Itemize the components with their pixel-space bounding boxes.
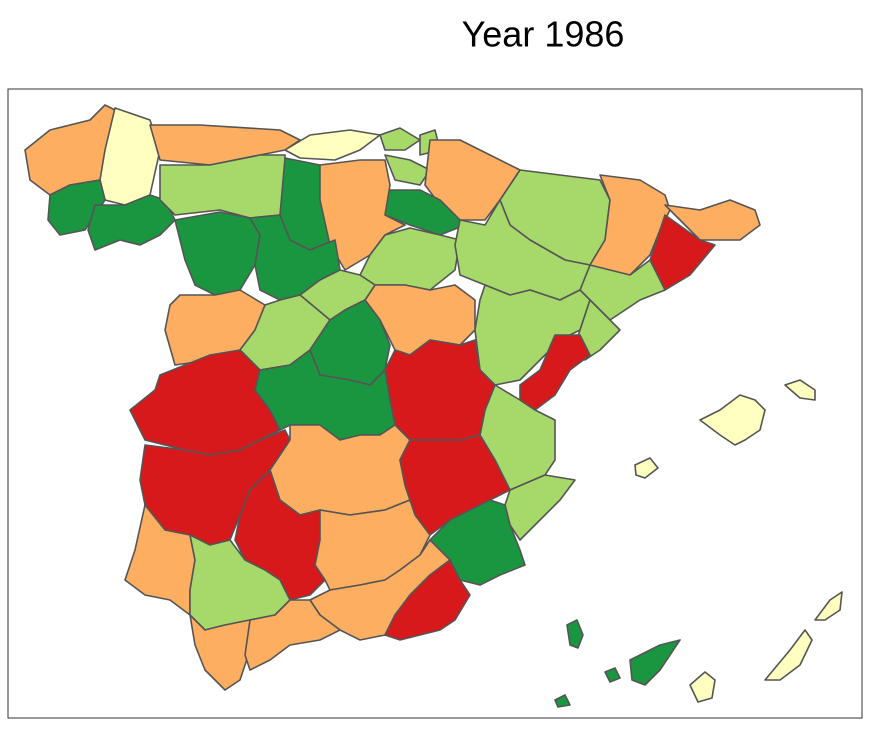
province [159,154,286,219]
province [384,559,471,641]
province [244,599,341,671]
province [554,694,571,708]
regions [24,104,843,708]
province [604,667,621,683]
province [319,159,406,271]
province [189,614,251,691]
province [699,394,766,446]
province [689,671,716,703]
province [589,174,671,286]
map-title: Year 1986 [462,14,625,55]
province [784,379,816,401]
province [634,457,659,479]
province [519,334,591,411]
province [87,194,176,251]
province [566,619,584,649]
province [629,639,681,686]
province [764,629,813,681]
province [384,154,431,186]
province [814,591,843,621]
province [284,129,381,161]
province [664,199,761,241]
province [649,214,716,291]
province [424,139,521,221]
province [379,127,421,151]
